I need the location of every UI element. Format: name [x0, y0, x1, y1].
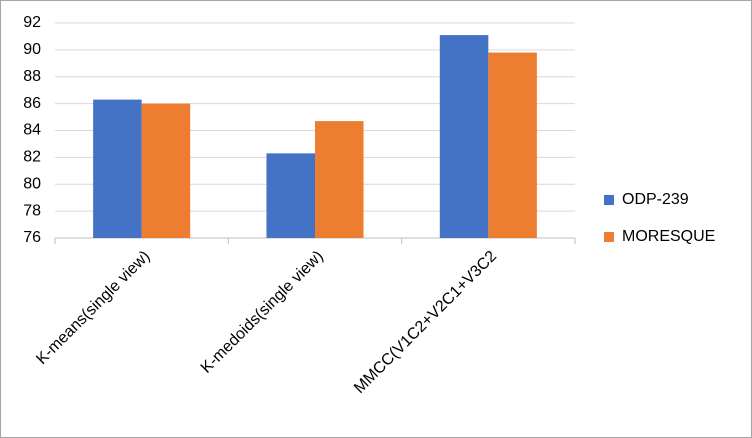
bar: [488, 52, 537, 238]
y-tick-label: 82: [23, 149, 41, 166]
bar: [439, 35, 489, 238]
bar: [315, 121, 364, 238]
y-tick-label: 80: [23, 175, 41, 192]
bar: [93, 99, 142, 238]
y-tick-label: 88: [23, 68, 41, 85]
bar: [266, 153, 315, 238]
legend-swatch: [604, 195, 614, 205]
legend-swatch: [604, 232, 614, 242]
y-tick-label: 90: [23, 41, 41, 58]
bar: [141, 103, 191, 238]
y-tick-label: 76: [23, 229, 41, 246]
legend-label: MORESQUE: [622, 228, 715, 245]
y-tick-label: 84: [23, 122, 41, 139]
y-tick-label: 78: [23, 202, 41, 219]
y-tick-label: 86: [23, 95, 41, 112]
y-tick-label: 92: [23, 14, 41, 31]
legend-label: ODP-239: [622, 191, 689, 208]
